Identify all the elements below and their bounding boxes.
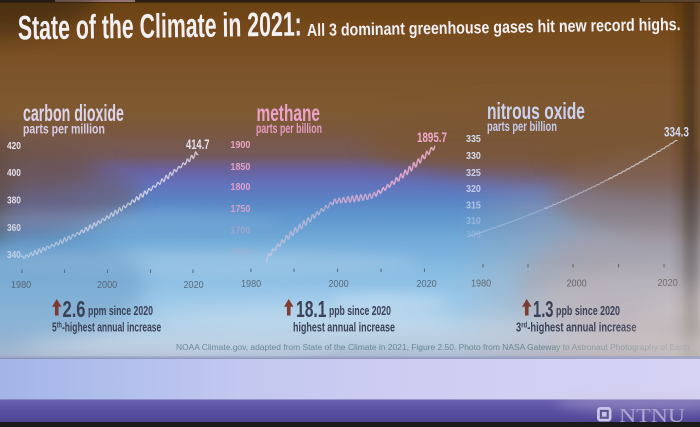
svg-text:320: 320: [466, 184, 481, 194]
svg-text:420: 420: [7, 140, 21, 151]
svg-text:2020: 2020: [417, 279, 438, 291]
svg-text:1800: 1800: [231, 182, 251, 192]
svg-text:2000: 2000: [97, 280, 118, 292]
svg-text:ppb since 2020: ppb since 2020: [556, 305, 620, 319]
svg-text:1650: 1650: [231, 246, 251, 256]
svg-text:1.3: 1.3: [533, 298, 554, 323]
svg-text:1750: 1750: [231, 204, 251, 214]
svg-text:400: 400: [7, 167, 21, 178]
svg-text:1700: 1700: [231, 225, 251, 235]
svg-text:2000: 2000: [567, 278, 588, 290]
svg-text:State of the Climate in 2021:: State of the Climate in 2021:: [18, 6, 302, 48]
svg-text:NOAA Climate.gov, adapted from: NOAA Climate.gov, adapted from State of …: [176, 342, 690, 352]
svg-text:1980: 1980: [471, 278, 492, 290]
svg-text:310: 310: [466, 216, 481, 226]
svg-text:parts per billion: parts per billion: [256, 121, 322, 137]
svg-text:NTNU: NTNU: [619, 405, 685, 422]
svg-text:18.1: 18.1: [296, 297, 327, 323]
svg-text:5th-highest annual increase: 5th-highest annual increase: [52, 320, 161, 335]
svg-text:3rd-highest annual increase: 3rd-highest annual increase: [516, 319, 637, 334]
svg-text:2000: 2000: [329, 279, 350, 291]
svg-text:380: 380: [7, 195, 21, 206]
svg-text:360: 360: [7, 222, 21, 233]
svg-text:methane: methane: [257, 101, 320, 127]
svg-text:335: 335: [466, 134, 481, 144]
svg-text:carbon dioxide: carbon dioxide: [23, 100, 124, 127]
svg-text:nitrous oxide: nitrous oxide: [487, 99, 585, 125]
svg-text:2020: 2020: [658, 278, 679, 290]
svg-text:414.7: 414.7: [186, 137, 209, 152]
svg-text:parts per billion: parts per billion: [487, 118, 557, 134]
svg-text:330: 330: [466, 151, 481, 161]
svg-text:highest annual increase: highest annual increase: [293, 321, 395, 335]
svg-text:ppb since 2020: ppb since 2020: [329, 305, 391, 319]
svg-text:1980: 1980: [241, 279, 262, 291]
svg-text:1980: 1980: [11, 280, 32, 292]
svg-text:parts per million: parts per million: [23, 121, 105, 137]
svg-text:1895.7: 1895.7: [417, 131, 447, 146]
svg-text:325: 325: [466, 168, 481, 178]
svg-text:2.6: 2.6: [63, 297, 86, 322]
svg-text:1900: 1900: [231, 140, 251, 150]
svg-text:2020: 2020: [184, 280, 205, 292]
svg-text:334.3: 334.3: [664, 124, 689, 140]
svg-text:305: 305: [466, 229, 481, 239]
svg-text:1850: 1850: [231, 162, 251, 172]
svg-text:ppm since 2020: ppm since 2020: [88, 305, 153, 319]
svg-text:340: 340: [7, 249, 21, 260]
svg-text:315: 315: [466, 200, 481, 210]
